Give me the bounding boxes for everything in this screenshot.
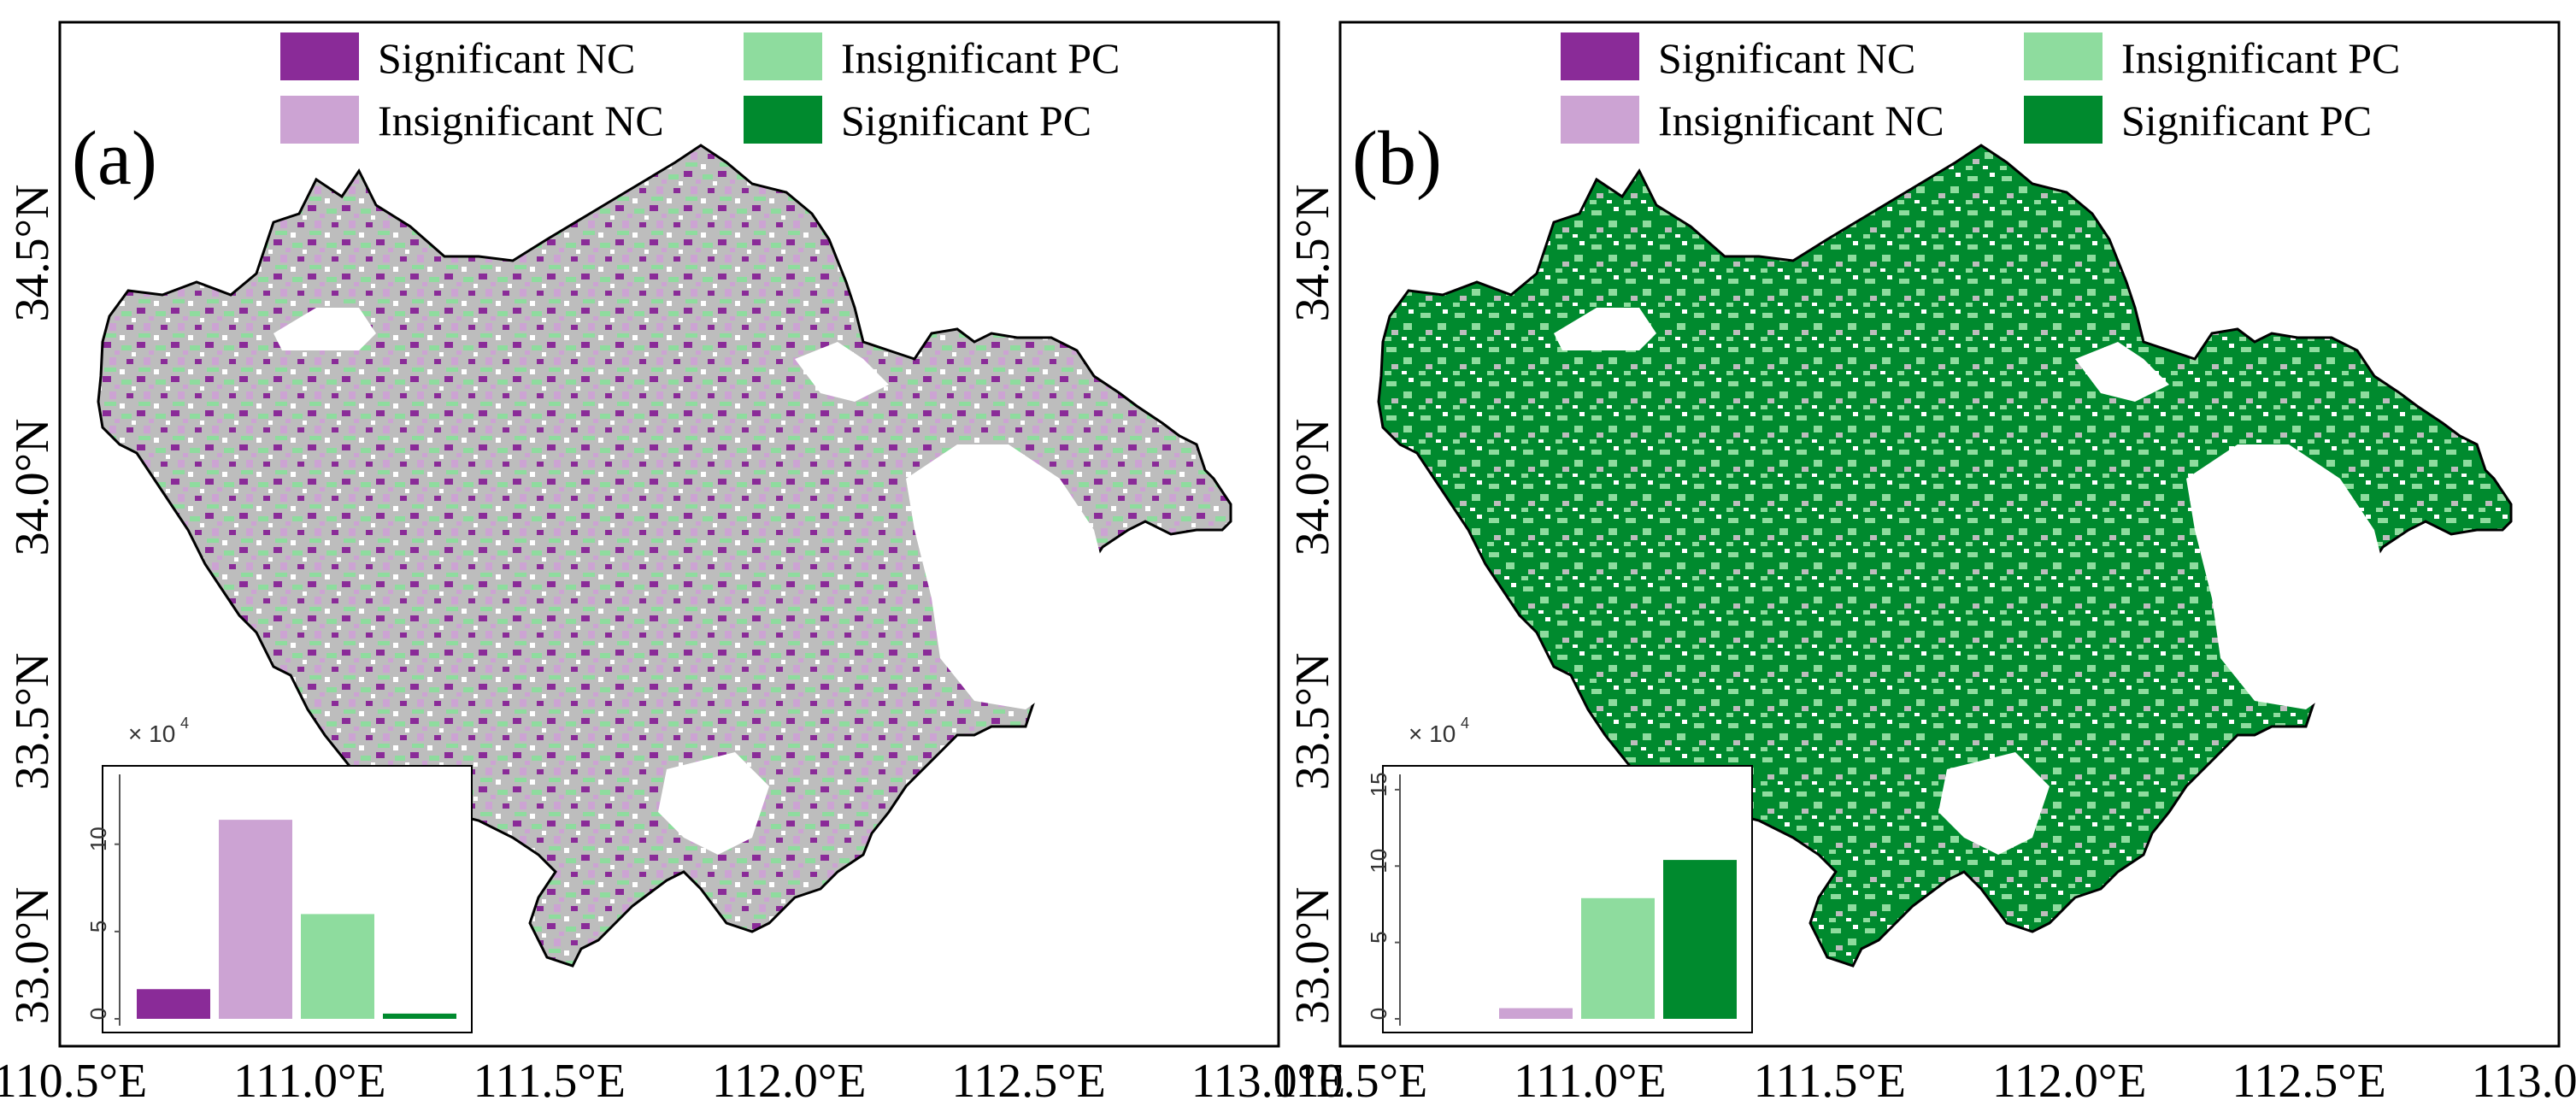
- legend-a-label-significant-nc: Significant NC: [378, 34, 635, 82]
- inset-a-multiplier: × 10: [128, 721, 175, 747]
- inset-b-bar-significant-pc: [1663, 860, 1737, 1019]
- panel-b: Significant NC Insignificant NC Insignif…: [1338, 21, 2561, 1048]
- inset-b-bar-insignificant-nc: [1499, 1008, 1573, 1019]
- panel-a-frame: [58, 21, 1280, 1048]
- legend-a-swatch-insignificant-nc: [280, 96, 359, 144]
- panel-b-x-tick: 111.5°E: [1754, 1055, 1906, 1108]
- axis-ticks: 110.5°E 111.0°E 111.5°E 112.0°E 112.5°E 113.0…: [0, 185, 2576, 1108]
- legend-a-label-significant-pc: Significant PC: [841, 97, 1091, 144]
- inset-a-bar-insignificant-nc: [219, 820, 292, 1019]
- panel-a-map: [97, 144, 1232, 968]
- panel-a-x-tick: 112.5°E: [951, 1055, 1106, 1108]
- legend-a-swatch-significant-nc: [280, 32, 359, 80]
- inset-a-y-tick: 0: [85, 1008, 111, 1020]
- white-gap-a1: [273, 308, 376, 350]
- panel-a-y-tick: 33.5°N: [6, 653, 59, 791]
- panel-b-y-tick: 33.5°N: [1286, 653, 1339, 791]
- panel-b-y-tick: 33.0°N: [1286, 887, 1339, 1025]
- legend-a-swatch-significant-pc: [744, 96, 822, 144]
- panel-a-x-tick: 110.5°E: [0, 1055, 147, 1108]
- legend-a-label-insignificant-nc: Insignificant NC: [378, 97, 664, 144]
- inset-b: × 10 4 0 5 10 15: [1366, 715, 1753, 1033]
- panel-a-y-tick: 34.0°N: [6, 419, 59, 556]
- inset-b-y-tick: 5: [1366, 931, 1391, 943]
- white-gap-b4: [1938, 752, 2050, 855]
- legend-b-label-significant-pc: Significant PC: [2121, 97, 2372, 144]
- panel-b-frame: [1338, 21, 2561, 1048]
- legend-b-swatch-significant-nc: [1561, 32, 1639, 80]
- inset-b-y-tick: 15: [1366, 772, 1391, 797]
- panel-b-x-tick: 111.0°E: [1514, 1055, 1666, 1108]
- inset-a-bar-significant-pc: [383, 1013, 456, 1019]
- inset-a-bar-significant-nc: [137, 989, 210, 1019]
- panel-a-x-tick: 113.0°E: [1191, 1055, 1346, 1108]
- white-gap-a2: [795, 342, 889, 402]
- legend-a-swatch-insignificant-pc: [744, 32, 822, 80]
- panel-a-y-tick: 34.5°N: [6, 185, 59, 322]
- inset-a-y-tick: 10: [85, 827, 111, 851]
- panel-a-x-tick: 111.0°E: [233, 1055, 385, 1108]
- inset-b-y-tick: 0: [1366, 1008, 1391, 1020]
- inset-b-y-tick: 10: [1366, 849, 1391, 874]
- legend-b-swatch-insignificant-pc: [2024, 32, 2103, 80]
- legend-b-label-insignificant-nc: Insignificant NC: [1658, 97, 1944, 144]
- panel-b-x-tick: 110.5°E: [1273, 1055, 1428, 1108]
- panel-a: Significant NC Insignificant NC Insignif…: [58, 21, 1280, 1048]
- legend-b-label-significant-nc: Significant NC: [1658, 34, 1915, 82]
- inset-b-exponent: 4: [1461, 715, 1469, 732]
- panel-b-label: (b): [1352, 116, 1442, 201]
- white-gap-b1: [1554, 308, 1656, 350]
- inset-a-bar-insignificant-pc: [301, 914, 374, 1019]
- inset-b-multiplier: × 10: [1409, 721, 1456, 747]
- legend-b-label-insignificant-pc: Insignificant PC: [2121, 34, 2400, 82]
- legend-a-label-insignificant-pc: Insignificant PC: [841, 34, 1120, 82]
- panel-b-y-tick: 34.0°N: [1286, 419, 1339, 556]
- panel-a-x-tick: 111.5°E: [473, 1055, 626, 1108]
- panel-a-y-tick: 33.0°N: [6, 887, 59, 1025]
- inset-a-exponent: 4: [180, 715, 189, 732]
- legend-b: Significant NC Insignificant NC Insignif…: [1561, 32, 2400, 144]
- panel-a-x-tick: 112.0°E: [712, 1055, 867, 1108]
- inset-a: × 10 4 0 5 10: [85, 715, 473, 1033]
- panel-a-label: (a): [72, 116, 157, 201]
- panel-b-x-tick: 112.5°E: [2232, 1055, 2386, 1108]
- white-gap-a3: [906, 444, 1111, 709]
- panel-b-y-tick: 34.5°N: [1286, 185, 1339, 322]
- white-gap-b2: [2075, 342, 2169, 402]
- legend-a: Significant NC Insignificant NC Insignif…: [280, 32, 1120, 144]
- white-gap-b3: [2186, 444, 2391, 709]
- legend-b-swatch-significant-pc: [2024, 96, 2103, 144]
- inset-b-bar-insignificant-pc: [1581, 897, 1655, 1019]
- inset-a-y-tick: 5: [85, 921, 111, 933]
- legend-b-swatch-insignificant-nc: [1561, 96, 1639, 144]
- white-gap-a4: [658, 752, 769, 855]
- panel-b-x-tick: 113.0°E: [2472, 1055, 2576, 1108]
- panel-b-x-tick: 112.0°E: [1992, 1055, 2147, 1108]
